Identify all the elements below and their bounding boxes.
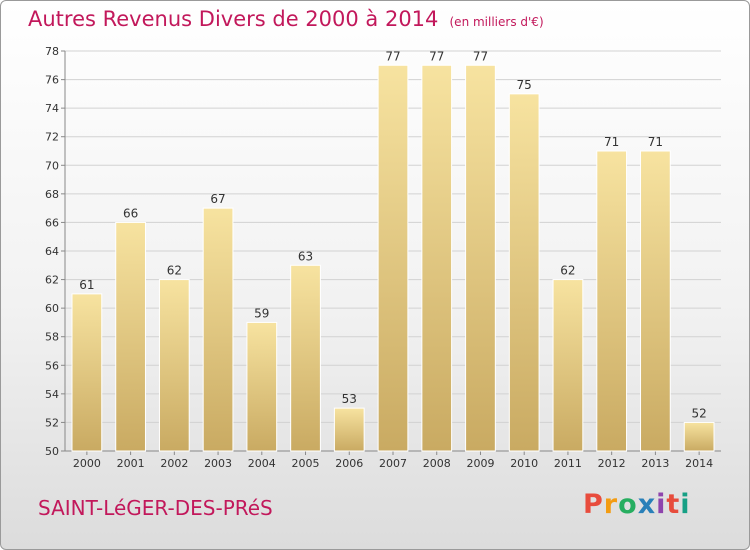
y-tick-label: 70 — [45, 159, 59, 172]
y-tick-label: 78 — [45, 45, 59, 58]
x-tick-label-2010: 2010 — [510, 457, 538, 470]
logo-letter: r — [603, 489, 619, 520]
x-tick-label-2009: 2009 — [466, 457, 494, 470]
bar-2004 — [246, 321, 278, 452]
bar-2003 — [202, 207, 234, 452]
bars — [71, 64, 715, 452]
data-label-2012: 71 — [604, 135, 619, 149]
y-tick-label: 52 — [45, 416, 59, 429]
bar-2010 — [508, 93, 540, 452]
y-tick-label: 72 — [45, 131, 59, 144]
logo-letter: o — [618, 489, 638, 520]
bar-2013 — [640, 150, 671, 452]
data-label-2002: 62 — [167, 264, 182, 278]
bar-2002 — [158, 279, 190, 452]
data-label-2000: 61 — [79, 278, 94, 292]
bar-2014 — [683, 421, 715, 452]
commune-name: SAINT-LéGER-DES-PRéS — [38, 496, 273, 520]
data-label-2006: 53 — [342, 392, 357, 406]
data-label-2013: 71 — [648, 135, 663, 149]
x-tick-label-2002: 2002 — [160, 457, 188, 470]
y-tick-label: 54 — [45, 388, 59, 401]
y-tick-label: 74 — [45, 102, 59, 115]
title-row: Autres Revenus Divers de 2000 à 2014 (en… — [28, 7, 544, 31]
bar-2011 — [552, 279, 584, 452]
x-tick-label-2011: 2011 — [554, 457, 582, 470]
data-label-2009: 77 — [473, 49, 488, 63]
y-tick-label: 60 — [45, 302, 59, 315]
data-label-2011: 62 — [560, 264, 575, 278]
x-tick-label-2013: 2013 — [641, 457, 669, 470]
logo-letter: i — [656, 489, 667, 520]
y-tick-label: 62 — [45, 274, 59, 287]
chart-title: Autres Revenus Divers de 2000 à 2014 — [28, 7, 439, 31]
x-tick-label-2005: 2005 — [292, 457, 320, 470]
data-label-2010: 75 — [517, 78, 532, 92]
y-tick-label: 50 — [45, 445, 59, 458]
bar-2005 — [290, 264, 321, 452]
chart-subtitle: (en milliers d'€) — [449, 15, 544, 29]
x-tick-label-2008: 2008 — [423, 457, 451, 470]
y-tick-label: 66 — [45, 216, 59, 229]
bar-2012 — [596, 150, 628, 452]
x-tick-label-2007: 2007 — [379, 457, 407, 470]
logo-letter: x — [637, 489, 657, 520]
bar-2008 — [421, 64, 453, 452]
y-tick-label: 64 — [45, 245, 59, 258]
logo-letter: i — [680, 489, 691, 520]
data-label-2003: 67 — [210, 192, 225, 206]
x-tick-label-2012: 2012 — [598, 457, 626, 470]
x-tick-label-2004: 2004 — [248, 457, 276, 470]
x-tick-label-2001: 2001 — [117, 457, 145, 470]
data-label-2008: 77 — [429, 49, 444, 63]
logo-letter: t — [666, 489, 681, 520]
logo-letter: P — [583, 489, 604, 520]
data-label-2004: 59 — [254, 306, 269, 320]
bar-2009 — [465, 64, 496, 452]
y-tick-label: 76 — [45, 74, 59, 87]
bar-2006 — [333, 407, 365, 452]
x-tick-label-2000: 2000 — [73, 457, 101, 470]
y-tick-label: 68 — [45, 188, 59, 201]
data-label-2005: 63 — [298, 249, 313, 263]
bar-2000 — [71, 293, 103, 452]
y-tick-label: 56 — [45, 359, 59, 372]
bar-2001 — [115, 221, 146, 452]
data-labels: 61 66 62 67 59 63 53 77 77 77 75 62 71 71 52 — [79, 49, 707, 420]
x-tick-label-2006: 2006 — [335, 457, 363, 470]
data-label-2014: 52 — [691, 406, 706, 420]
data-label-2007: 77 — [385, 49, 400, 63]
data-label-2001: 66 — [123, 206, 138, 220]
y-tick-label: 58 — [45, 331, 59, 344]
bar-2007 — [377, 64, 409, 452]
x-tick-label-2014: 2014 — [685, 457, 713, 470]
proxiti-logo[interactable]: Proxiti — [583, 489, 691, 520]
x-tick-label-2003: 2003 — [204, 457, 232, 470]
